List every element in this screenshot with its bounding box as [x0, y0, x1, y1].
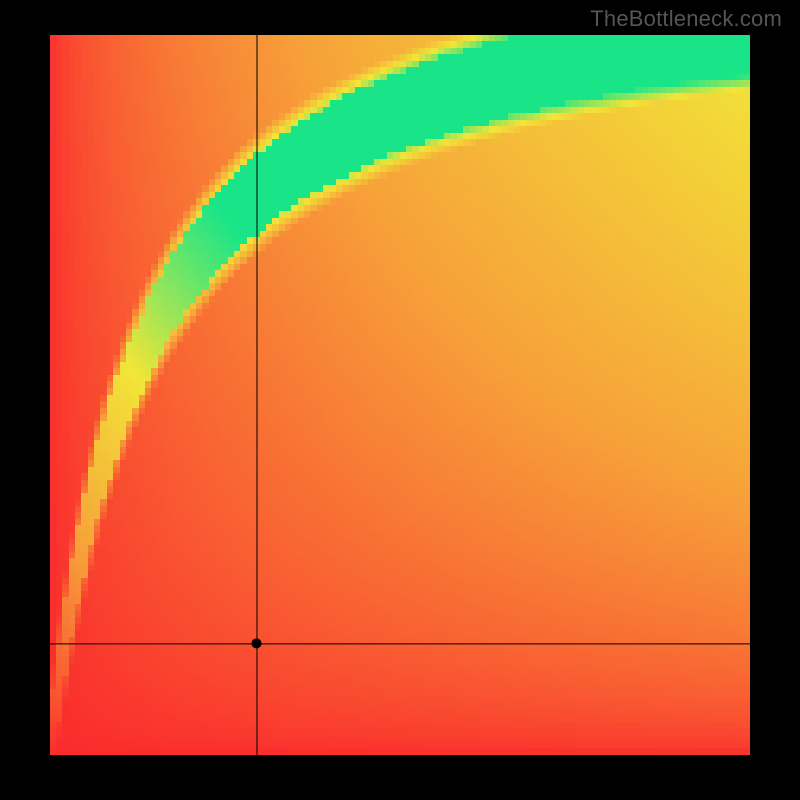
- chart-container: TheBottleneck.com: [0, 0, 800, 800]
- watermark-text: TheBottleneck.com: [590, 6, 782, 32]
- bottleneck-heatmap: [50, 35, 750, 755]
